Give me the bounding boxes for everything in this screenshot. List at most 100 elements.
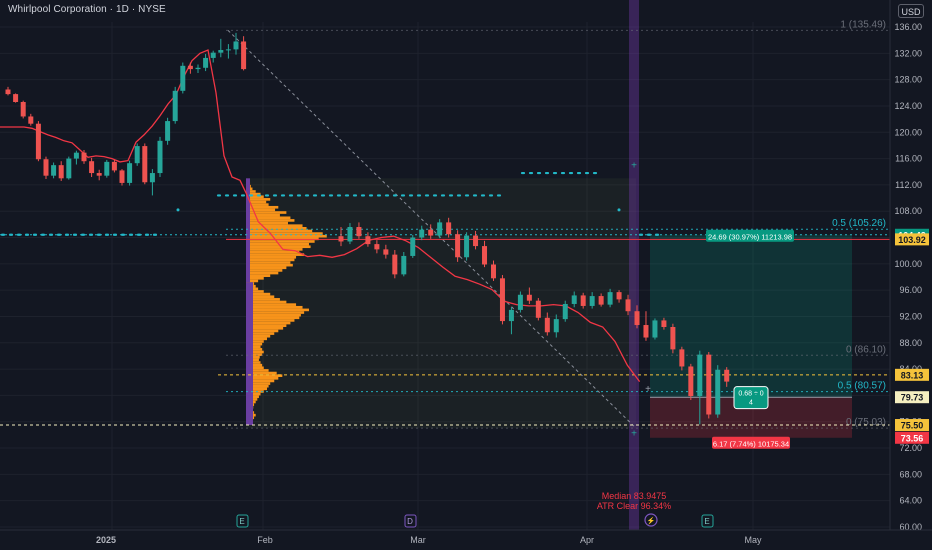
fib-level-label: 0 (75.03) <box>846 417 886 428</box>
symbol-title[interactable]: Whirlpool Corporation · 1D · NYSE <box>8 4 166 15</box>
volume-profile-bar <box>246 369 269 372</box>
fib-level-label: 0.5 (80.57) <box>838 381 886 392</box>
candle-body <box>715 369 721 415</box>
candle-body <box>392 254 398 275</box>
candle-body <box>5 89 11 95</box>
event-badge-e: E <box>239 517 244 526</box>
candle-body <box>419 229 425 238</box>
volume-profile-bar <box>246 332 275 335</box>
fib-level-label: 1 (135.49) <box>840 19 886 30</box>
candle-body <box>187 65 193 70</box>
candle-body <box>58 165 64 179</box>
price-label: 83.13 <box>901 370 924 380</box>
volume-profile-bar <box>246 392 261 396</box>
candle-body <box>134 146 140 164</box>
price-tick-label: 92.00 <box>899 311 922 321</box>
volume-profile-bar <box>246 345 261 349</box>
volume-profile-bar <box>246 190 256 193</box>
candle-body <box>670 327 676 350</box>
candle-body <box>96 173 102 176</box>
candle-body <box>241 41 247 70</box>
volume-profile-bar <box>246 221 288 225</box>
volume-profile-bar <box>246 321 291 325</box>
volume-profile-bar <box>246 305 303 309</box>
atr-label: ATR Clear 96.34% <box>597 501 671 511</box>
volume-profile-bar <box>246 253 305 256</box>
volume-profile-bar <box>246 384 269 388</box>
volume-profile-bar <box>246 319 295 322</box>
volume-profile-bar <box>246 208 276 212</box>
date-highlight-column <box>629 0 639 530</box>
candle-body <box>13 94 19 102</box>
price-tick-label: 64.00 <box>899 496 922 506</box>
volume-profile-bar <box>246 379 275 383</box>
volume-profile-bar <box>246 342 263 346</box>
volume-profile-bar <box>246 382 271 385</box>
volume-profile-bar <box>246 324 287 327</box>
volume-profile-bar <box>246 213 280 217</box>
volume-profile-bar <box>246 245 311 249</box>
event-badge-bg <box>404 514 417 528</box>
price-tick-label: 120.00 <box>894 127 922 137</box>
dot-marker <box>617 208 621 212</box>
candle-body <box>589 296 595 306</box>
volume-profile-bar <box>246 192 261 196</box>
price-label: 79.73 <box>901 393 924 403</box>
volume-profile-bar <box>246 387 267 391</box>
event-badge-d: D <box>407 517 413 526</box>
price-tick-label: 136.00 <box>894 22 922 32</box>
price-label-bg <box>895 419 929 432</box>
candle-body <box>499 278 505 322</box>
trade-ratio-line2: 4 <box>749 400 753 407</box>
volume-profile-bar <box>246 350 264 354</box>
candle-body <box>643 325 649 338</box>
trade-upper-label: 24.69 (30.97%) 11213.98 <box>708 232 792 241</box>
candle-body <box>210 52 216 58</box>
candle-body <box>225 49 231 51</box>
time-tick-label: Mar <box>410 535 426 545</box>
time-tick-label: 2025 <box>96 535 116 545</box>
candle-body <box>365 236 371 245</box>
currency-button[interactable]: USD <box>898 4 924 18</box>
volume-profile-bar <box>246 274 271 277</box>
volume-profile-bar <box>246 198 271 201</box>
volume-profile-bar <box>246 216 291 220</box>
volume-profile-bar <box>246 337 267 341</box>
candle-body <box>634 311 640 326</box>
candle-body <box>374 244 380 250</box>
candle-body <box>706 354 712 415</box>
candle-body <box>89 161 95 174</box>
volume-profile-bar <box>246 258 295 262</box>
candle-body <box>338 236 344 242</box>
candle-body <box>571 295 577 304</box>
volume-profile-bar <box>246 300 287 304</box>
volume-profile-bar <box>246 266 287 270</box>
event-badge-bg <box>701 514 714 528</box>
candle-body <box>165 121 171 141</box>
candle-body <box>562 303 568 320</box>
candle-body <box>203 57 209 68</box>
trade-ratio-box <box>733 386 769 410</box>
candle-body <box>149 173 155 183</box>
trade-lower-label: 6.17 (7.74%) 10175.34 <box>713 439 789 448</box>
price-label-bg <box>895 391 929 404</box>
dot-marker <box>176 208 180 212</box>
candle-body <box>437 222 443 236</box>
trade-upper-label-bg <box>706 229 794 242</box>
candle-body <box>383 249 389 255</box>
candle-body <box>607 292 613 305</box>
candle-body <box>218 50 224 53</box>
time-tick-label: Feb <box>257 535 273 545</box>
volume-profile-bar <box>246 316 300 320</box>
candle-body <box>66 158 72 179</box>
volume-profile-bar <box>246 290 264 293</box>
volume-profile-bar <box>246 277 264 280</box>
fib-zone <box>246 178 636 429</box>
candle-body <box>544 317 550 333</box>
trade-lower-label-bg <box>712 436 790 449</box>
candle-body <box>580 295 586 306</box>
event-badge-e: E <box>704 517 709 526</box>
event-badge-bg <box>236 514 249 528</box>
candle-body <box>625 299 631 312</box>
